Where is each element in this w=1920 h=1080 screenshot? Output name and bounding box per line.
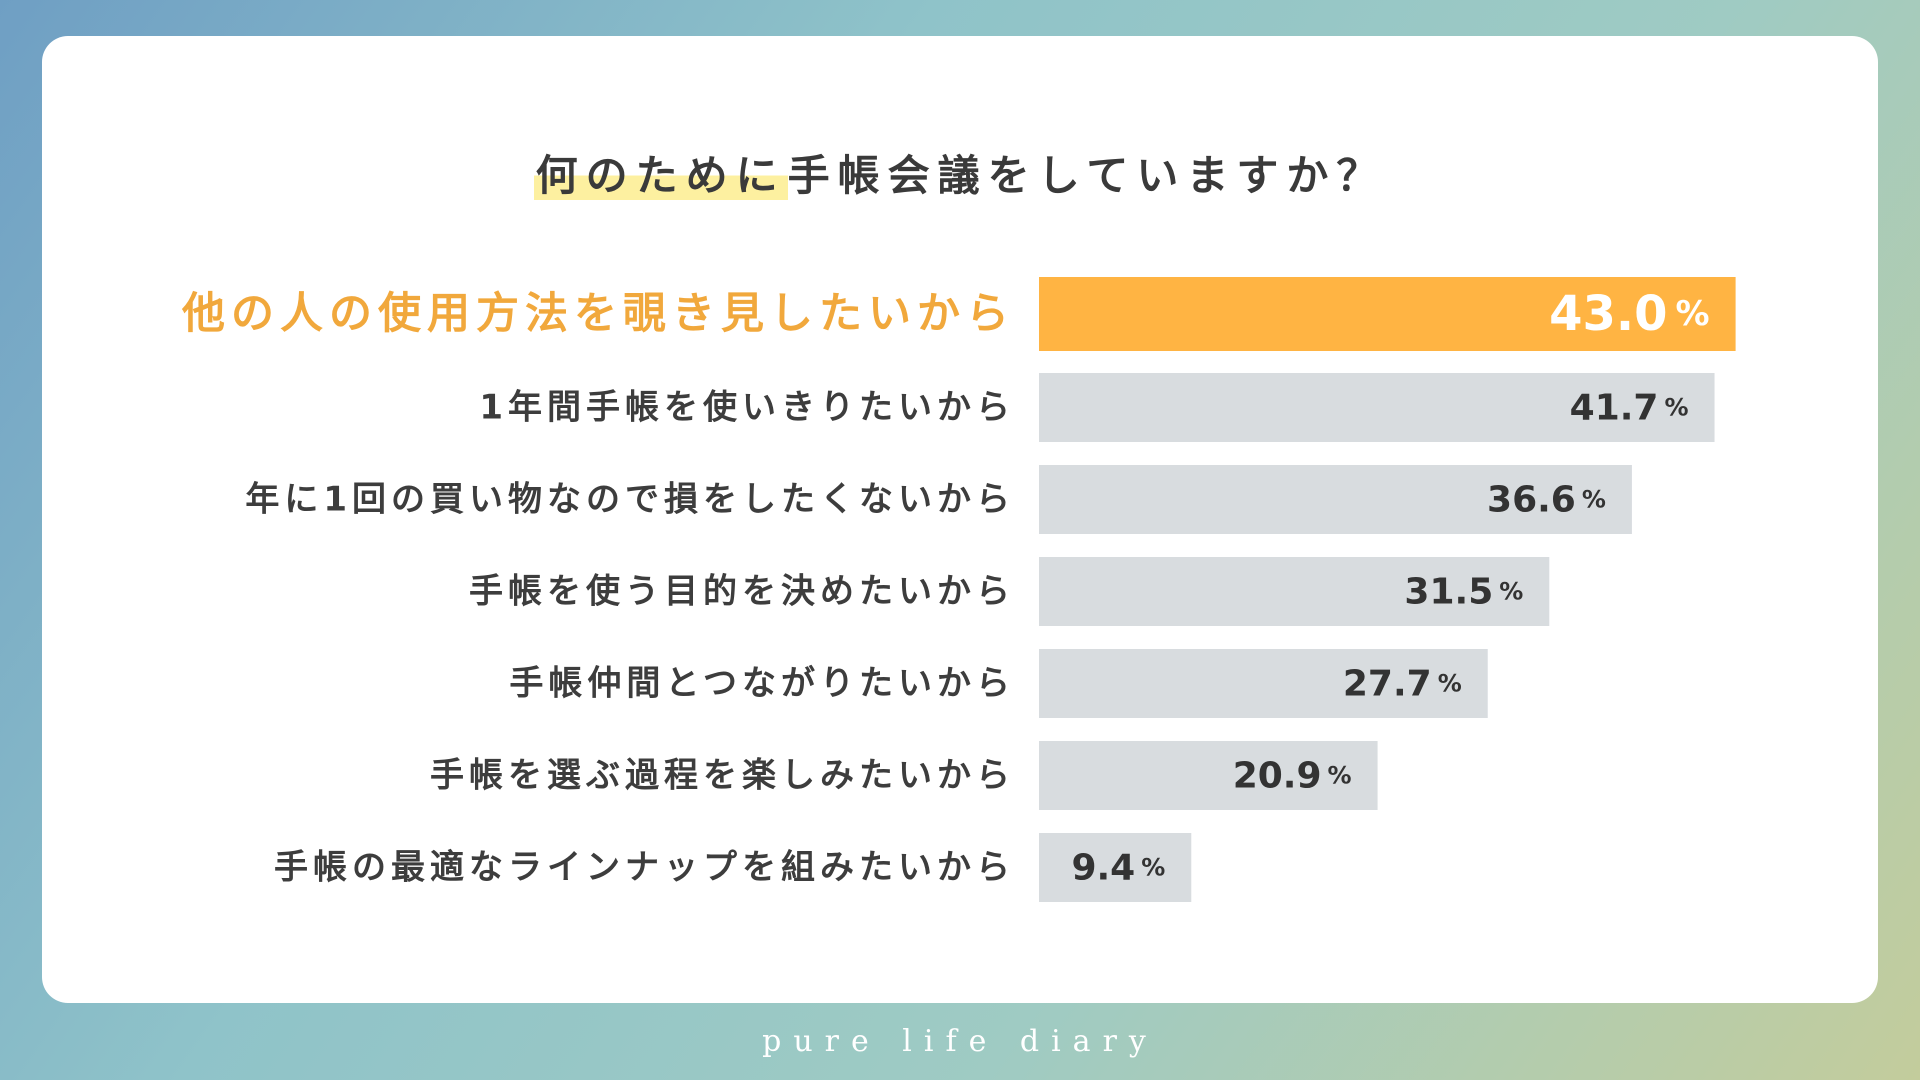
chart-title: 何のために手帳会議をしていますか？: [0, 144, 1920, 208]
category-label-5: 手帳を選ぶ過程を楽しみたいから: [430, 756, 1015, 796]
bar-5: [1039, 741, 1378, 810]
bar-1: [1039, 373, 1715, 442]
value-label-5: 20.9%: [1233, 755, 1352, 796]
category-label-0: 他の人の使用方法を覗き見したいから: [181, 289, 1015, 339]
bar-2: [1039, 465, 1632, 534]
title-highlight: 何のために: [533, 151, 788, 200]
value-label-2: 36.6%: [1487, 479, 1606, 520]
value-label-3: 31.5%: [1404, 571, 1523, 612]
category-label-2: 年に1回の買い物なので損をしたくないから: [245, 480, 1015, 520]
title-rest: 手帳会議をしていますか？: [787, 151, 1387, 200]
value-label-1: 41.7%: [1570, 387, 1689, 428]
category-label-1: 1年間手帳を使いきりたいから: [479, 388, 1015, 428]
value-label-4: 27.7%: [1343, 663, 1462, 704]
bar-6: [1039, 833, 1192, 902]
category-label-4: 手帳仲間とつながりたいから: [509, 664, 1015, 704]
value-label-6: 9.4%: [1071, 847, 1165, 888]
bar-0: [1039, 277, 1736, 351]
category-label-6: 手帳の最適なラインナップを組みたいから: [274, 848, 1015, 888]
value-label-0: 43.0%: [1549, 286, 1710, 342]
footer-brand: pure life diary: [762, 1024, 1158, 1059]
category-label-3: 手帳を使う目的を決めたいから: [469, 572, 1015, 612]
bar-3: [1039, 557, 1550, 626]
bar-4: [1039, 649, 1488, 718]
